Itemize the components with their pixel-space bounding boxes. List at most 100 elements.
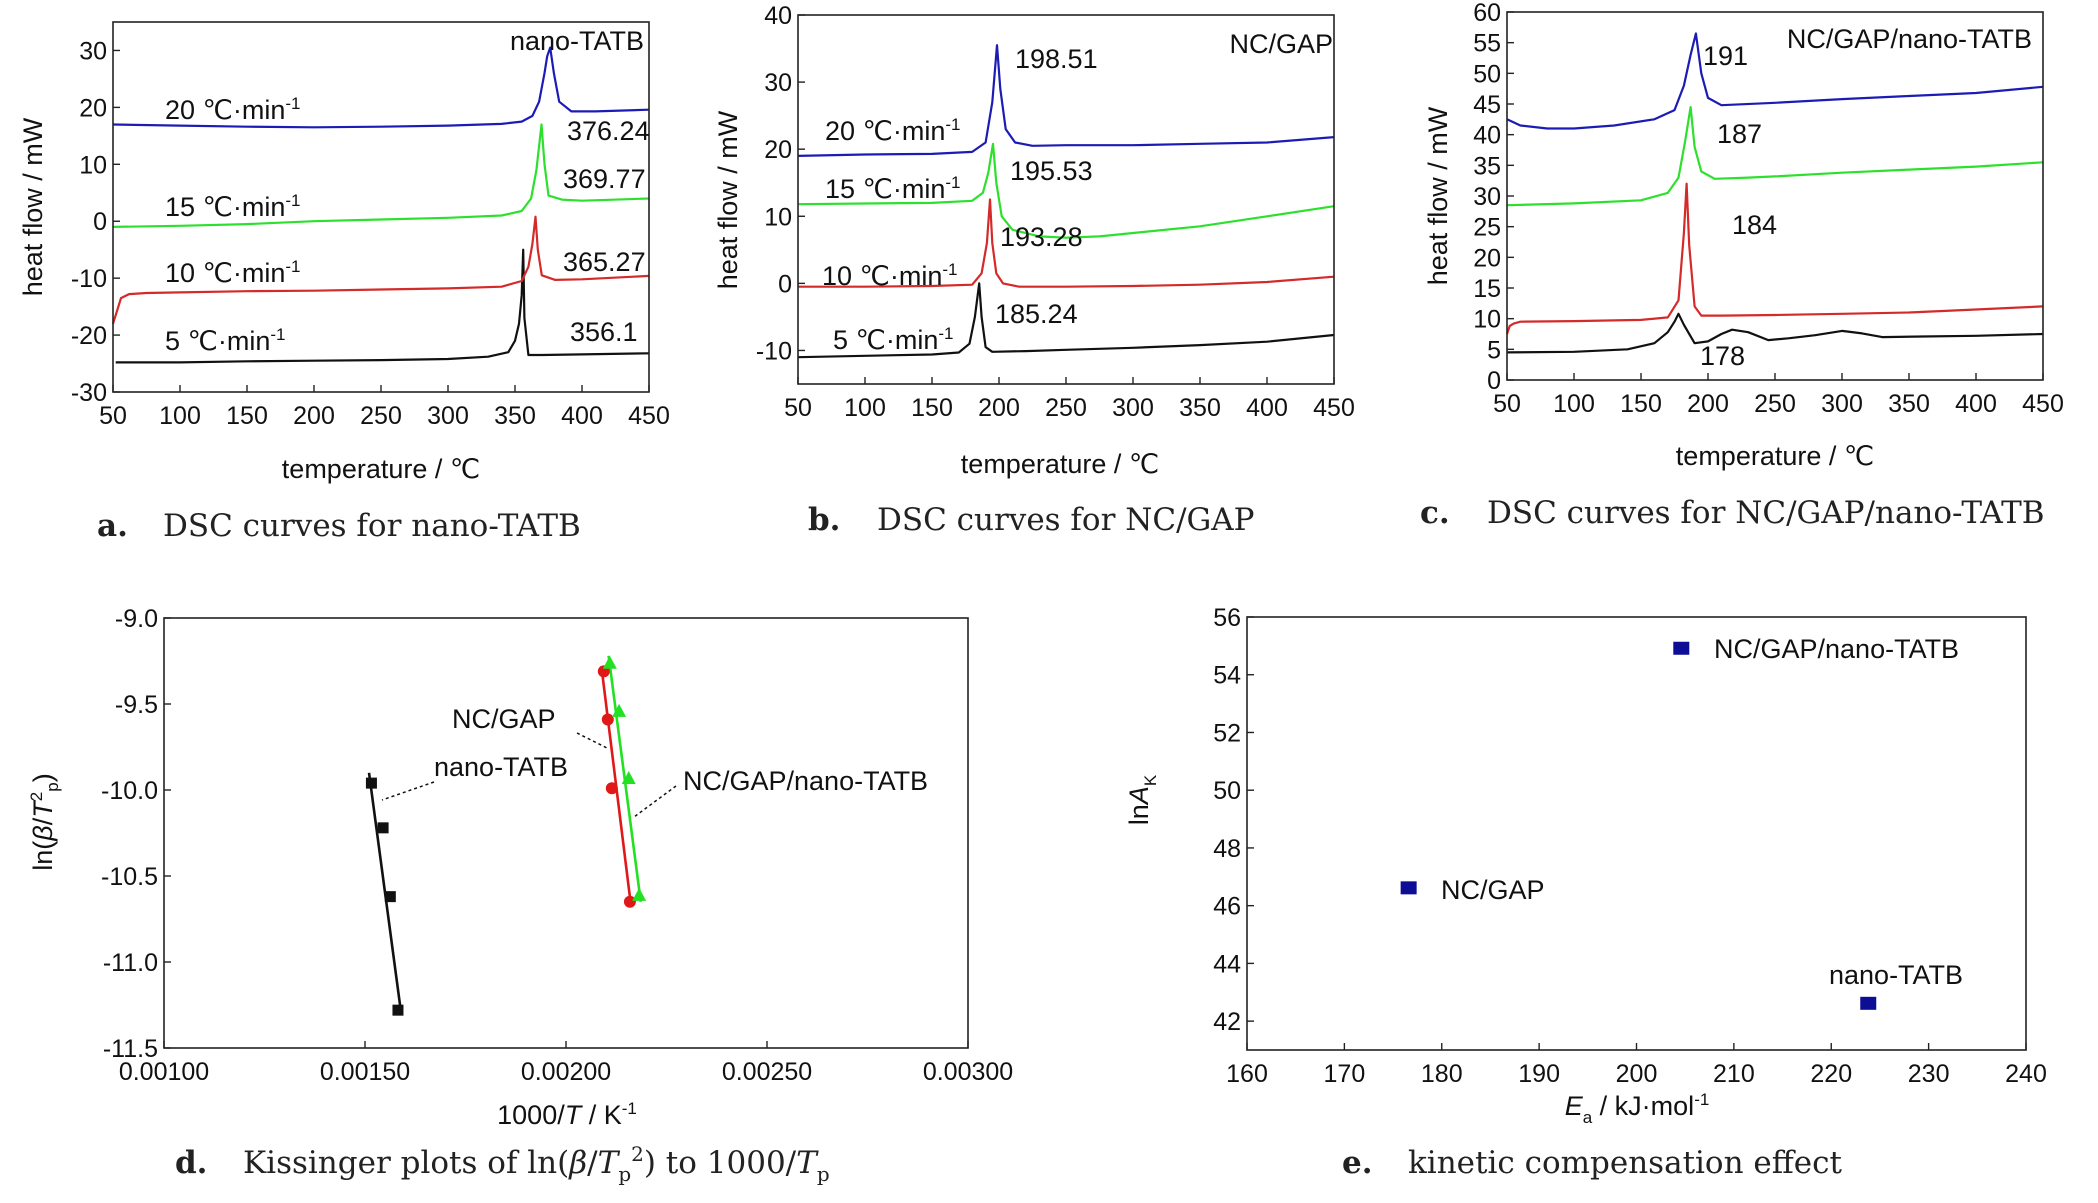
panel-c-xtick-label: 250 bbox=[1754, 390, 1796, 418]
panel-b-ytick-label: 0 bbox=[778, 270, 792, 298]
panel-b-dsc-nc-gap: 50 100 150 200 250 300 350 400 450 -10 0 10 20 30 40 N… bbox=[713, 2, 1355, 538]
panel-d-point-0-1 bbox=[377, 822, 389, 834]
panel-d-point-1-2 bbox=[605, 782, 618, 795]
panel-a-curve-10 bbox=[111, 215, 650, 325]
panel-c-curve-5 bbox=[1506, 312, 2044, 354]
panel-c-xtick-label: 300 bbox=[1821, 390, 1863, 418]
panel-d-caption-letter: d. bbox=[175, 1145, 207, 1181]
panel-c-caption-letter: c. bbox=[1420, 495, 1450, 531]
panel-d-label-nc-gap: NC/GAP bbox=[452, 704, 556, 734]
panel-e-label-nano-tatb: nano-TATB bbox=[1829, 960, 1963, 990]
panel-a-rate-label-20: 20 ℃·min-1 bbox=[165, 94, 301, 125]
panel-b-frame bbox=[797, 14, 1335, 385]
panel-e-point-1 bbox=[1400, 881, 1417, 895]
panel-e-xtick-label: 240 bbox=[2005, 1060, 2047, 1088]
panel-d-xtick-label: 0.00100 bbox=[119, 1058, 209, 1086]
panel-a-xtick-label: 450 bbox=[628, 402, 670, 430]
panel-b-peak-label-20: 198.51 bbox=[1015, 44, 1098, 74]
panel-a-curve-20 bbox=[112, 46, 650, 129]
panel-d-ticks: 0.00100 0.00150 0.00200 0.00250 0.00300 -9.0 -… bbox=[101, 605, 1013, 1086]
panel-b-xtick-label: 300 bbox=[1112, 394, 1154, 422]
panel-e-ytick-label: 56 bbox=[1213, 604, 1241, 632]
panel-a-ytick-label: -20 bbox=[71, 322, 107, 350]
panel-a-ticks: 50 100 150 200 250 300 350 400 450 -30 -20 -10 0 10 20… bbox=[71, 37, 670, 430]
panel-c-ytick-label: 0 bbox=[1487, 367, 1501, 395]
panel-a-xtick-label: 350 bbox=[494, 402, 536, 430]
panel-d-label-ternary: NC/GAP/nano-TATB bbox=[683, 766, 928, 796]
panel-d-point-0-3 bbox=[392, 1004, 404, 1016]
panel-d-ytick-label: -10.0 bbox=[101, 777, 158, 805]
panel-c-ytick-label: 40 bbox=[1473, 122, 1501, 150]
panel-a-curve-15 bbox=[112, 123, 650, 228]
panel-b-xtick-label: 100 bbox=[844, 394, 886, 422]
panel-d-ytick-label: -10.5 bbox=[101, 863, 158, 891]
panel-b-rate-label-5: 5 ℃·min-1 bbox=[833, 324, 953, 355]
panel-e-caption-letter: e. bbox=[1342, 1145, 1373, 1181]
panel-a-curves bbox=[111, 46, 650, 364]
panel-e-ytick-label: 54 bbox=[1213, 662, 1241, 690]
panel-a-xtick-label: 50 bbox=[99, 402, 127, 430]
panel-e-xtick-label: 210 bbox=[1713, 1060, 1755, 1088]
panel-b-curves bbox=[797, 44, 1335, 359]
panel-c-peak-label-20: 191 bbox=[1703, 41, 1748, 71]
panel-b-title: NC/GAP bbox=[1229, 29, 1333, 59]
panel-c-ytick-label: 15 bbox=[1473, 275, 1501, 303]
panel-a-ytick-label: 0 bbox=[93, 208, 107, 236]
panel-b-peak-label-10: 193.28 bbox=[1000, 222, 1083, 252]
panel-e-frame bbox=[1246, 616, 2027, 1051]
panel-a-ytick-label: 20 bbox=[79, 94, 107, 122]
panel-d-point-2-3 bbox=[632, 887, 647, 901]
panel-c-ytick-label: 25 bbox=[1473, 214, 1501, 242]
panel-a-xtick-label: 150 bbox=[226, 402, 268, 430]
panel-b-xtick-label: 250 bbox=[1045, 394, 1087, 422]
panel-b-ytick-label: 10 bbox=[764, 203, 792, 231]
panel-c-xlabel: temperature / ℃ bbox=[1676, 441, 1874, 471]
panel-d-xlabel: 1000/T / K-1 bbox=[497, 1099, 637, 1130]
panel-d-ylabel: ln(β/T2p) bbox=[27, 773, 62, 870]
panel-a-caption-letter: a. bbox=[97, 508, 128, 544]
panel-b-ytick-label: 40 bbox=[764, 2, 792, 30]
panel-a-peak-label-10: 365.27 bbox=[563, 247, 646, 277]
panel-e-ytick-label: 46 bbox=[1213, 893, 1241, 921]
panel-e-caption: kinetic compensation effect bbox=[1408, 1145, 1842, 1181]
panel-d-caption: Kissinger plots of ln(β/Tp2) to 1000/Tp bbox=[243, 1142, 830, 1186]
panel-b-peak-label-5: 185.24 bbox=[995, 299, 1078, 329]
panel-e-kinetic-compensation: 160 170 180 190 200 210 220 230 240 42 44 46 48 50 52 5… bbox=[1124, 604, 2047, 1181]
panel-b-curve-5 bbox=[797, 282, 1335, 359]
panel-a-xtick-label: 250 bbox=[360, 402, 402, 430]
panel-a-peak-label-5: 356.1 bbox=[570, 317, 638, 347]
panel-e-point-2 bbox=[1860, 996, 1877, 1010]
panel-e-ytick-label: 48 bbox=[1213, 835, 1241, 863]
panel-b-ytick-label: 30 bbox=[764, 69, 792, 97]
panel-c-peak-label-10: 184 bbox=[1732, 210, 1777, 240]
panel-b-xtick-label: 200 bbox=[978, 394, 1020, 422]
panel-a-frame bbox=[112, 21, 650, 393]
panel-a-ytick-label: 10 bbox=[79, 151, 107, 179]
panel-b-curve-15 bbox=[797, 142, 1335, 239]
panel-c-caption: DSC curves for NC/GAP/nano-TATB bbox=[1487, 495, 2045, 531]
panel-e-label-ternary: NC/GAP/nano-TATB bbox=[1714, 634, 1959, 664]
panel-b-ylabel: heat flow / mW bbox=[713, 110, 743, 289]
panel-d-point-1-1 bbox=[601, 713, 614, 726]
panel-a-peak-label-15: 369.77 bbox=[563, 164, 646, 194]
panel-d-point-1-3 bbox=[623, 895, 636, 908]
panel-d-xtick-label: 0.00200 bbox=[521, 1058, 611, 1086]
panel-b-curve-20 bbox=[797, 44, 1335, 157]
panel-a-caption: DSC curves for nano-TATB bbox=[163, 508, 581, 544]
panel-c-peak-label-15: 187 bbox=[1717, 119, 1762, 149]
panel-d-nano-tatb-leader bbox=[381, 781, 435, 801]
panel-c-xtick-label: 100 bbox=[1553, 390, 1595, 418]
panel-e-xtick-label: 200 bbox=[1616, 1060, 1658, 1088]
panel-c-frame bbox=[1506, 11, 2044, 381]
panel-d-point-2-2 bbox=[621, 770, 636, 784]
panel-c-xtick-label: 200 bbox=[1687, 390, 1729, 418]
panel-b-ticks: 50 100 150 200 250 300 350 400 450 -10 0 10 20 30 40 bbox=[756, 2, 1355, 422]
panel-b-ytick-label: -10 bbox=[756, 337, 792, 365]
panel-e-label-nc-gap: NC/GAP bbox=[1441, 875, 1545, 905]
panel-c-xtick-label: 50 bbox=[1493, 390, 1521, 418]
panel-d-ytick-label: -9.5 bbox=[115, 691, 158, 719]
panel-c-curve-20 bbox=[1506, 32, 2044, 130]
panel-d-label-nano-tatb: nano-TATB bbox=[434, 752, 568, 782]
